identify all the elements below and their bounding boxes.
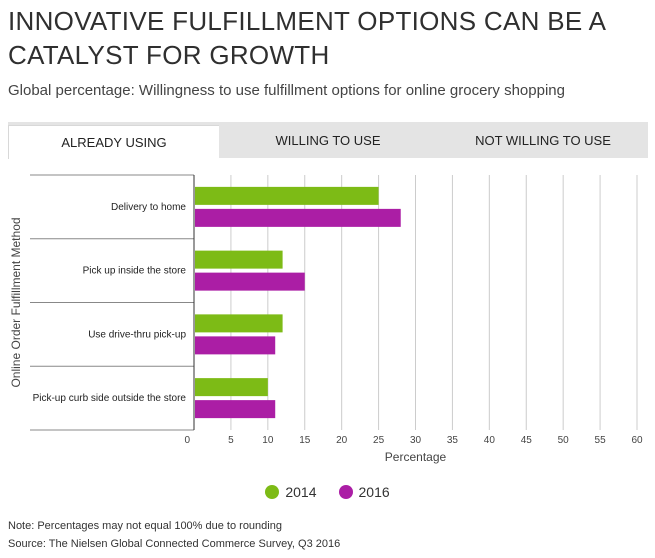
- x-tick-label: 60: [631, 435, 643, 446]
- x-tick-label: 10: [262, 435, 274, 446]
- bar-chart: Delivery to home Pick up inside the store…: [9, 174, 643, 464]
- tab-already-using[interactable]: ALREADY USING: [8, 125, 219, 159]
- x-tick-label: 50: [558, 435, 570, 446]
- y-axis-title: Online Order Fulfillment Method: [9, 217, 23, 387]
- source-note: Source: The Nielsen Global Connected Com…: [8, 538, 341, 550]
- x-tick-label: 30: [410, 435, 422, 446]
- x-axis-title: Percentage: [385, 450, 447, 464]
- x-tick-label: 55: [595, 435, 607, 446]
- x-tick-label: 35: [447, 435, 459, 446]
- bar-2016[interactable]: [195, 336, 276, 355]
- category-label: Delivery to home: [111, 202, 186, 213]
- tab-bar: ALREADY USING WILLING TO USE NOT WILLING…: [8, 122, 648, 159]
- legend-label-2014: 2014: [285, 484, 317, 500]
- legend-item-2014[interactable]: 2014: [265, 484, 317, 500]
- bar-2016[interactable]: [195, 208, 401, 227]
- category-label: Use drive-thru pick-up: [88, 329, 186, 340]
- x-tick-label: 40: [484, 435, 496, 446]
- bar-2014[interactable]: [195, 378, 268, 397]
- legend-swatch-2016: [338, 485, 353, 499]
- tab-not-willing-to-use[interactable]: NOT WILLING TO USE: [475, 132, 611, 148]
- footnote: Note: Percentages may not equal 100% due…: [8, 520, 282, 532]
- tab-willing-to-use[interactable]: WILLING TO USE: [275, 132, 381, 148]
- bar-2016[interactable]: [195, 272, 305, 291]
- bar-2014[interactable]: [195, 314, 283, 333]
- x-tick-label: 5: [228, 435, 234, 446]
- category-label: Pick-up curb side outside the store: [33, 393, 187, 404]
- bar-2014[interactable]: [195, 250, 283, 269]
- chart-legend: 2014 2016: [0, 484, 655, 500]
- x-tick-label: 20: [336, 435, 348, 446]
- chart-subtitle: Global percentage: Willingness to use fu…: [8, 82, 565, 99]
- x-tick-label: 45: [521, 435, 533, 446]
- legend-item-2016[interactable]: 2016: [338, 484, 390, 500]
- legend-swatch-2014: [265, 485, 280, 499]
- x-tick-label: 0: [184, 435, 190, 446]
- x-tick-label: 25: [373, 435, 385, 446]
- bar-2014[interactable]: [195, 186, 379, 205]
- x-tick-label: 15: [299, 435, 311, 446]
- legend-label-2016: 2016: [358, 484, 390, 500]
- bar-2016[interactable]: [195, 400, 276, 419]
- category-label: Pick up inside the store: [83, 266, 187, 277]
- chart-title: INNOVATIVE FULFILLMENT OPTIONS CAN BE A …: [8, 6, 605, 70]
